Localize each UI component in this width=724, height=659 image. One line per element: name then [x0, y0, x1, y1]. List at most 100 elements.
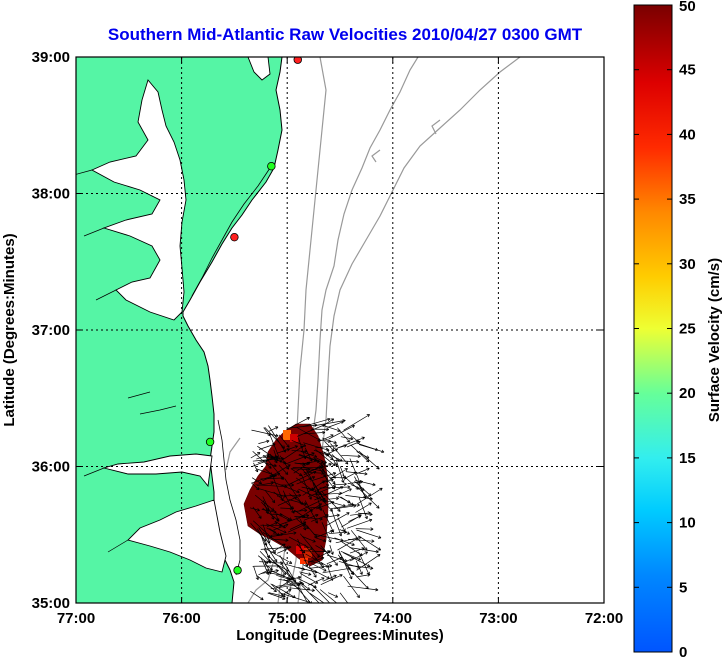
velocity-arrow	[251, 477, 263, 485]
velocity-arrow	[335, 459, 345, 483]
velocity-arrow	[258, 527, 276, 554]
velocity-arrow	[299, 518, 307, 531]
colorbar-ticks: 0 5 10 15 20 25 30 35 40 45 50	[634, 0, 696, 659]
velocity-arrow	[344, 557, 355, 563]
velocity-arrow	[333, 482, 347, 486]
velocity-arrow	[288, 423, 318, 429]
velocity-arrow	[303, 513, 319, 521]
velocity-arrow	[303, 442, 330, 452]
velocity-arrow	[318, 434, 334, 443]
velocity-arrow	[252, 506, 262, 519]
velocity-arrow	[278, 578, 305, 586]
velocity-arrow	[306, 524, 318, 538]
velocity-arrow	[268, 426, 279, 432]
station-marker	[205, 437, 215, 447]
colorbar-label: Surface Velocity (cm/s)	[706, 258, 723, 422]
velocity-arrow	[356, 467, 370, 474]
velocity-arrow	[271, 583, 296, 599]
velocity-arrow	[264, 455, 284, 480]
velocity-arrow	[319, 589, 338, 603]
velocity-arrow	[270, 532, 284, 536]
velocity-arrow	[358, 481, 367, 499]
velocity-arrow	[331, 454, 340, 462]
velocity-arrow	[355, 527, 374, 531]
velocity-arrow	[266, 571, 286, 578]
velocity-arrow	[328, 496, 339, 501]
velocity-vectors	[249, 414, 385, 603]
station-marker	[233, 566, 242, 575]
velocity-arrow	[343, 575, 360, 599]
colorbar-tick-label: 5	[679, 579, 687, 596]
velocity-arrow	[325, 512, 350, 527]
velocity-arrow	[280, 506, 293, 511]
albemarle-sound	[102, 453, 213, 488]
velocity-arrow	[289, 587, 315, 593]
velocity-arrow	[270, 583, 286, 598]
x-tick-label: 77:00	[57, 610, 95, 627]
y-tick-label: 36:00	[32, 459, 70, 476]
x-tick-label: 73:00	[479, 610, 517, 627]
velocity-arrow	[315, 444, 338, 449]
velocity-arrow	[285, 452, 315, 465]
velocity-arrow	[277, 548, 287, 554]
y-axis-ticks: 39:00 38:00 37:00 36:00 35:00	[32, 49, 604, 612]
velocity-arrow	[355, 479, 376, 487]
velocity-arrow	[354, 480, 372, 497]
velocity-arrow	[270, 543, 286, 554]
velocity-arrow	[302, 417, 331, 427]
velocity-arrow	[269, 528, 280, 536]
y-tick-label: 35:00	[32, 595, 70, 612]
colorbar-tick-label: 10	[679, 515, 696, 532]
velocity-arrow	[341, 541, 363, 557]
velocity-arrow	[340, 436, 354, 441]
velocity-arrow	[261, 569, 279, 574]
velocity-arrow	[252, 475, 273, 484]
velocity-arrow	[258, 439, 270, 444]
velocity-arrow	[349, 547, 365, 554]
velocity-arrow	[316, 529, 334, 538]
velocity-arrow	[337, 517, 346, 532]
velocity-arrow	[309, 593, 325, 603]
velocity-arrow	[299, 571, 312, 576]
velocity-arrow	[349, 547, 379, 554]
velocity-arrow	[252, 451, 272, 469]
velocity-arrow	[314, 537, 327, 543]
velocity-arrow	[291, 508, 308, 513]
velocity-arrow	[295, 426, 321, 441]
velocity-arrow	[270, 531, 297, 538]
velocity-arrow	[358, 497, 368, 520]
velocity-field-highlights	[283, 430, 312, 564]
velocity-arrow	[284, 563, 306, 571]
velocity-arrow	[341, 454, 361, 459]
colorbar-tick-label: 25	[679, 321, 696, 338]
velocity-arrow	[272, 523, 289, 531]
velocity-arrow	[296, 476, 316, 485]
velocity-arrow	[280, 513, 293, 521]
x-tick-label: 75:00	[268, 610, 306, 627]
chesapeake-bay	[90, 79, 187, 321]
velocity-arrow	[259, 551, 271, 563]
velocity-arrow	[260, 545, 292, 550]
colorbar-tick-label: 15	[679, 450, 696, 467]
velocity-arrow	[334, 537, 355, 546]
colorbar-tick-label: 20	[679, 385, 696, 402]
velocity-arrow	[264, 462, 277, 468]
velocity-arrow	[259, 561, 284, 565]
velocity-arrow	[328, 592, 339, 598]
velocity-arrow	[357, 487, 380, 509]
x-axis-label: Longitude (Degrees:Minutes)	[236, 627, 444, 644]
velocity-arrow	[327, 565, 334, 581]
velocity-arrow	[340, 550, 361, 561]
station-marker	[293, 57, 302, 64]
velocity-arrow	[264, 426, 285, 449]
colorbar	[633, 4, 673, 653]
velocity-arrow	[279, 455, 290, 470]
outer-banks	[217, 419, 241, 576]
colorbar-tick-label: 35	[679, 191, 696, 208]
velocity-arrow	[313, 482, 326, 503]
velocity-arrow	[347, 585, 379, 592]
velocity-arrow	[307, 487, 323, 496]
velocity-arrow	[345, 471, 368, 476]
velocity-arrow	[278, 434, 290, 448]
x-tick-label: 74:00	[374, 610, 412, 627]
